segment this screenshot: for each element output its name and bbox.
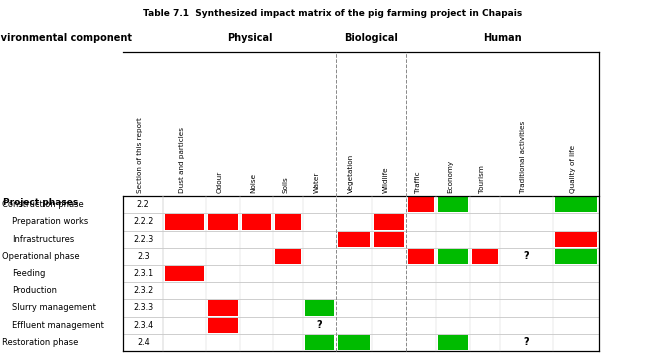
Text: Soils: Soils <box>282 176 288 193</box>
Bar <box>472 249 498 264</box>
Bar <box>555 232 597 247</box>
Text: Restoration phase: Restoration phase <box>2 338 79 347</box>
Text: 2.2: 2.2 <box>137 200 150 209</box>
Bar <box>305 301 334 315</box>
Text: Traffic: Traffic <box>415 171 422 193</box>
Text: Slurry management: Slurry management <box>12 303 96 312</box>
Text: Operational phase: Operational phase <box>2 252 80 261</box>
Text: Economy: Economy <box>447 159 453 193</box>
Text: Production: Production <box>12 286 57 295</box>
Text: Human: Human <box>484 33 522 43</box>
Text: Odour: Odour <box>217 170 223 193</box>
Text: ?: ? <box>317 320 322 330</box>
Bar <box>438 197 468 212</box>
Bar <box>374 232 404 247</box>
Text: Physical: Physical <box>227 33 272 43</box>
Bar <box>555 197 597 212</box>
Text: 2.3.3: 2.3.3 <box>133 303 153 312</box>
Bar <box>555 249 597 264</box>
Text: ?: ? <box>523 251 529 261</box>
Text: Water: Water <box>314 171 320 193</box>
Bar <box>275 249 301 264</box>
Text: 2.3.4: 2.3.4 <box>133 321 153 330</box>
Text: Preparation works: Preparation works <box>12 217 88 226</box>
Bar <box>438 249 468 264</box>
Text: 2.3.2: 2.3.2 <box>133 286 153 295</box>
Bar <box>374 215 404 230</box>
Bar <box>438 335 468 350</box>
Bar <box>165 266 204 281</box>
Bar <box>165 215 204 230</box>
Text: Feeding: Feeding <box>12 269 45 278</box>
Bar <box>338 335 370 350</box>
Text: 2.4: 2.4 <box>137 338 149 347</box>
Text: 2.3.1: 2.3.1 <box>133 269 153 278</box>
Text: Infrastructures: Infrastructures <box>12 235 74 244</box>
Bar <box>338 232 370 247</box>
Bar <box>305 335 334 350</box>
Text: Quality of life: Quality of life <box>570 144 576 193</box>
Text: Table 7.1  Synthesized impact matrix of the pig farming project in Chapais: Table 7.1 Synthesized impact matrix of t… <box>143 9 523 18</box>
Text: Wildlife: Wildlife <box>383 166 389 193</box>
Text: Construction phase: Construction phase <box>2 200 84 209</box>
Bar <box>408 249 434 264</box>
Text: ?: ? <box>523 337 529 347</box>
Text: Dust and particles: Dust and particles <box>178 127 184 193</box>
Bar <box>208 215 238 230</box>
Bar <box>275 215 301 230</box>
Text: Biological: Biological <box>344 33 398 43</box>
Bar <box>408 197 434 212</box>
Text: Tourism: Tourism <box>478 165 485 193</box>
Text: Effluent management: Effluent management <box>12 321 104 330</box>
Text: Section of this report: Section of this report <box>137 117 143 193</box>
Text: 2.2.2: 2.2.2 <box>133 217 153 226</box>
Text: Project phases: Project phases <box>3 198 79 207</box>
Text: 2.2.3: 2.2.3 <box>133 235 153 244</box>
Bar <box>208 318 238 333</box>
Bar <box>208 301 238 315</box>
Bar <box>242 215 271 230</box>
Text: Traditional activities: Traditional activities <box>520 120 526 193</box>
Text: Noise: Noise <box>250 172 256 193</box>
Text: Environmental component: Environmental component <box>0 33 133 43</box>
Text: Vegetation: Vegetation <box>348 153 354 193</box>
Text: 2.3: 2.3 <box>137 252 149 261</box>
